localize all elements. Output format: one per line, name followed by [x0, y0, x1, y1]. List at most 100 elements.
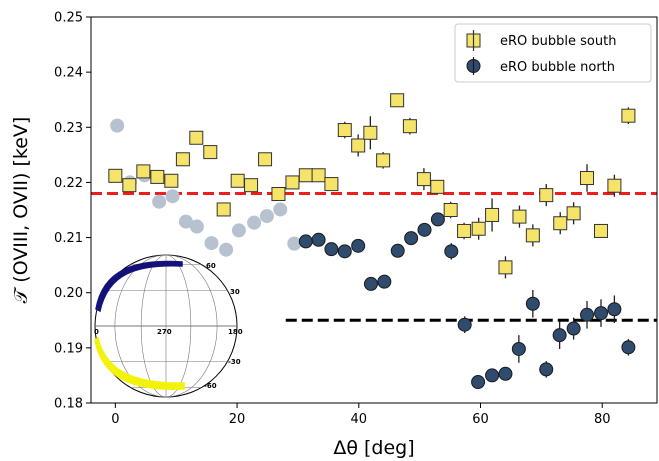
south-point [164, 173, 179, 188]
globe-label: 60 [206, 262, 216, 270]
south-point [337, 123, 352, 138]
south-point [485, 207, 500, 222]
south-point [553, 216, 568, 231]
north-point [430, 212, 445, 227]
south-point [525, 228, 540, 243]
gray-point [110, 118, 125, 133]
inset-globe: 60 30 0 270 180 -30 -60 [94, 254, 243, 398]
north-point [525, 296, 540, 311]
globe-label: 180 [228, 328, 243, 336]
north-point [580, 307, 595, 322]
y-tick-label: 0.24 [54, 66, 83, 81]
x-tick-label: 80 [594, 412, 611, 427]
south-point [443, 203, 458, 217]
north-point [417, 222, 432, 237]
north-point [363, 276, 378, 291]
south-point [230, 173, 245, 188]
gray-point [189, 219, 204, 234]
south-point [203, 145, 218, 160]
south-point [402, 119, 417, 134]
south-point [258, 152, 273, 167]
north-point [594, 306, 609, 321]
south-point [324, 177, 339, 192]
north-point [485, 368, 500, 383]
south-point [189, 130, 204, 145]
north-point [607, 302, 622, 317]
north-point [404, 231, 419, 246]
south-point [416, 172, 431, 187]
y-axis: 0.18 0.19 0.20 0.21 0.22 0.23 0.24 0.25 [54, 11, 91, 412]
south-point [390, 93, 405, 108]
south-point [498, 260, 513, 275]
south-point [621, 108, 636, 123]
south-point [298, 168, 313, 183]
y-tick-label: 0.23 [54, 121, 83, 136]
south-point [539, 188, 554, 203]
legend-box [454, 23, 652, 83]
gray-point [204, 236, 219, 251]
north-series [298, 212, 636, 390]
globe-label: -30 [228, 358, 241, 366]
south-point [108, 168, 123, 183]
y-tick-label: 0.19 [54, 341, 83, 356]
x-tick-label: 40 [351, 412, 368, 427]
y-tick-label: 0.18 [54, 397, 83, 412]
south-series [108, 93, 636, 279]
y-tick-label: 0.25 [54, 11, 83, 26]
north-point [311, 232, 326, 247]
north-point [621, 340, 636, 355]
x-axis-label: Δθ [deg] [333, 437, 414, 459]
globe-label: 30 [230, 288, 240, 296]
gray-point [247, 215, 262, 230]
x-tick-label: 60 [472, 412, 489, 427]
globe-label: -60 [204, 382, 217, 390]
north-point [498, 366, 513, 381]
globe-label: 0 [94, 328, 99, 336]
south-point [175, 152, 190, 167]
south-point [607, 178, 622, 193]
legend: eRO bubble south eRO bubble north [454, 23, 652, 83]
north-point [390, 243, 405, 258]
north-point [444, 244, 459, 259]
north-point [511, 341, 526, 356]
legend-north-label: eRO bubble north [500, 60, 615, 75]
south-point [430, 179, 445, 194]
legend-south-label: eRO bubble south [500, 34, 616, 49]
south-point [216, 202, 231, 217]
north-point [298, 234, 313, 249]
plot-frame [90, 16, 658, 404]
gray-point [219, 242, 234, 257]
gray-point [231, 223, 246, 238]
x-tick-label: 20 [229, 412, 246, 427]
gray-point [273, 202, 288, 217]
south-point [471, 221, 486, 236]
y-tick-label: 0.22 [54, 176, 83, 191]
gray-point [165, 189, 180, 204]
south-point [150, 169, 165, 184]
north-point [324, 242, 339, 257]
y-tick-label: 0.20 [54, 286, 83, 301]
south-bubble-band [94, 336, 185, 390]
south-point [594, 223, 609, 238]
north-point [566, 321, 581, 336]
north-point [552, 328, 567, 343]
x-tick-label: 0 [111, 412, 119, 427]
north-point [457, 317, 472, 332]
north-point [539, 362, 554, 377]
y-axis-label: 𝒯 (OVIII, OVII) [keV] [10, 117, 32, 304]
south-point [566, 206, 581, 221]
north-bubble-band [95, 260, 183, 313]
reference-lines [91, 191, 657, 322]
north-point [377, 274, 392, 289]
north-point [337, 244, 352, 259]
x-axis: 0 20 40 60 80 [111, 403, 610, 427]
south-point [122, 178, 137, 193]
south-point [376, 153, 391, 168]
south-point [136, 164, 151, 179]
south-point [244, 178, 259, 193]
gray-point [259, 209, 274, 224]
north-point [471, 375, 486, 390]
globe-label: 270 [157, 328, 172, 336]
south-point [285, 175, 300, 190]
